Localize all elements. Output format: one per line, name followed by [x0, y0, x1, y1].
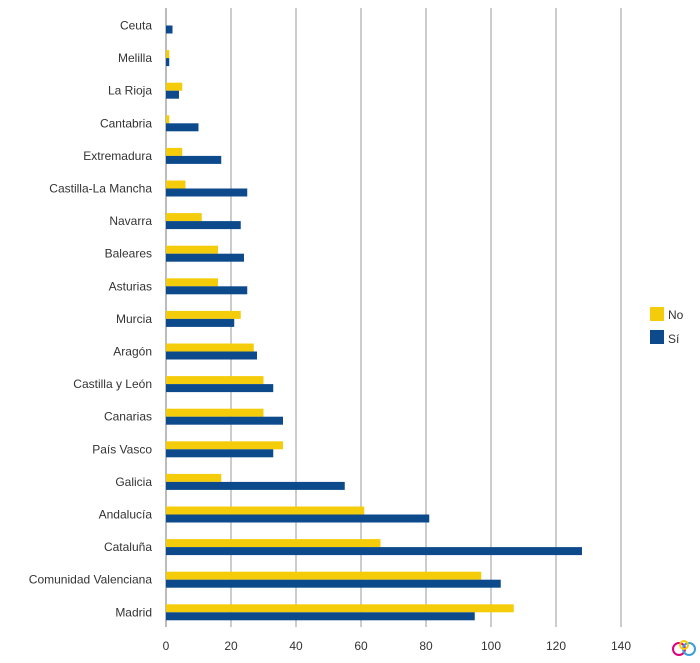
bar-no [166, 473, 222, 482]
x-tick-label: 20 [224, 639, 238, 653]
bar-si [166, 351, 257, 360]
bars [166, 25, 582, 621]
category-label: Castilla-La Mancha [49, 182, 152, 196]
bar-si [166, 123, 199, 132]
category-label: Castilla y León [73, 377, 152, 391]
bar-si [166, 579, 501, 588]
bar-no [166, 147, 183, 156]
x-tick-label: 60 [354, 639, 368, 653]
bar-si [166, 253, 244, 262]
grid-lines [230, 8, 622, 627]
bar-si [166, 25, 173, 34]
bar-no [166, 213, 202, 222]
bar-no [166, 50, 170, 59]
x-tick-label: 140 [611, 639, 631, 653]
category-label: La Rioja [108, 84, 152, 98]
bar-no [166, 376, 264, 385]
bar-si [166, 155, 222, 164]
bar-si [166, 612, 475, 621]
bar-si [166, 90, 179, 99]
x-tick-label: 40 [289, 639, 303, 653]
bar-no [166, 571, 482, 580]
category-label: Madrid [115, 605, 152, 619]
category-label: Andalucía [99, 508, 153, 522]
category-label: País Vasco [92, 442, 152, 456]
bar-no [166, 82, 183, 91]
legend-swatch-no [650, 307, 664, 321]
category-label: Canarias [104, 410, 152, 424]
category-label: Galicia [115, 475, 152, 489]
category-label: Melilla [118, 51, 152, 65]
watermark-logo [672, 640, 696, 656]
x-tick-label: 100 [481, 639, 501, 653]
legend: No Sí [650, 307, 684, 346]
bar-no [166, 245, 218, 254]
category-label: Baleares [105, 247, 152, 261]
category-label: Cataluña [104, 540, 152, 554]
bar-si [166, 416, 283, 425]
bar-si [166, 318, 235, 327]
category-label: Aragón [113, 345, 152, 359]
bar-no [166, 441, 283, 450]
category-label: Extremadura [83, 149, 152, 163]
bar-si [166, 384, 274, 393]
category-label: Asturias [109, 279, 152, 293]
legend-label-no: No [668, 308, 684, 322]
bar-no [166, 604, 514, 613]
x-tick-label: 80 [419, 639, 433, 653]
x-tick-label: 120 [546, 639, 566, 653]
bar-si [166, 547, 582, 556]
bar-no [166, 343, 254, 352]
x-tick-labels: 0 20 40 60 80 100 120 140 [163, 639, 632, 653]
bar-si [166, 221, 241, 230]
legend-swatch-si [650, 330, 664, 344]
category-label: Navarra [109, 214, 152, 228]
bar-no [166, 278, 218, 287]
bar-no [166, 115, 170, 124]
bar-si [166, 188, 248, 197]
bar-no [166, 506, 365, 515]
bar-si [166, 449, 274, 458]
bar-no [166, 539, 381, 548]
bar-si [166, 481, 345, 490]
bar-si [166, 58, 170, 67]
category-label: Comunidad Valenciana [29, 573, 153, 587]
legend-label-si: Sí [668, 332, 680, 346]
bar-no [166, 408, 264, 417]
category-label: Cantabria [100, 116, 152, 130]
bar-si [166, 286, 248, 295]
bar-no [166, 310, 241, 319]
bar-no [166, 180, 186, 189]
category-label: Ceuta [120, 19, 152, 33]
bar-si [166, 514, 430, 523]
category-label: Murcia [116, 312, 152, 326]
category-labels: Ceuta Melilla La Rioja Cantabria Extremadura… [29, 19, 153, 620]
x-tick-label: 0 [163, 639, 170, 653]
